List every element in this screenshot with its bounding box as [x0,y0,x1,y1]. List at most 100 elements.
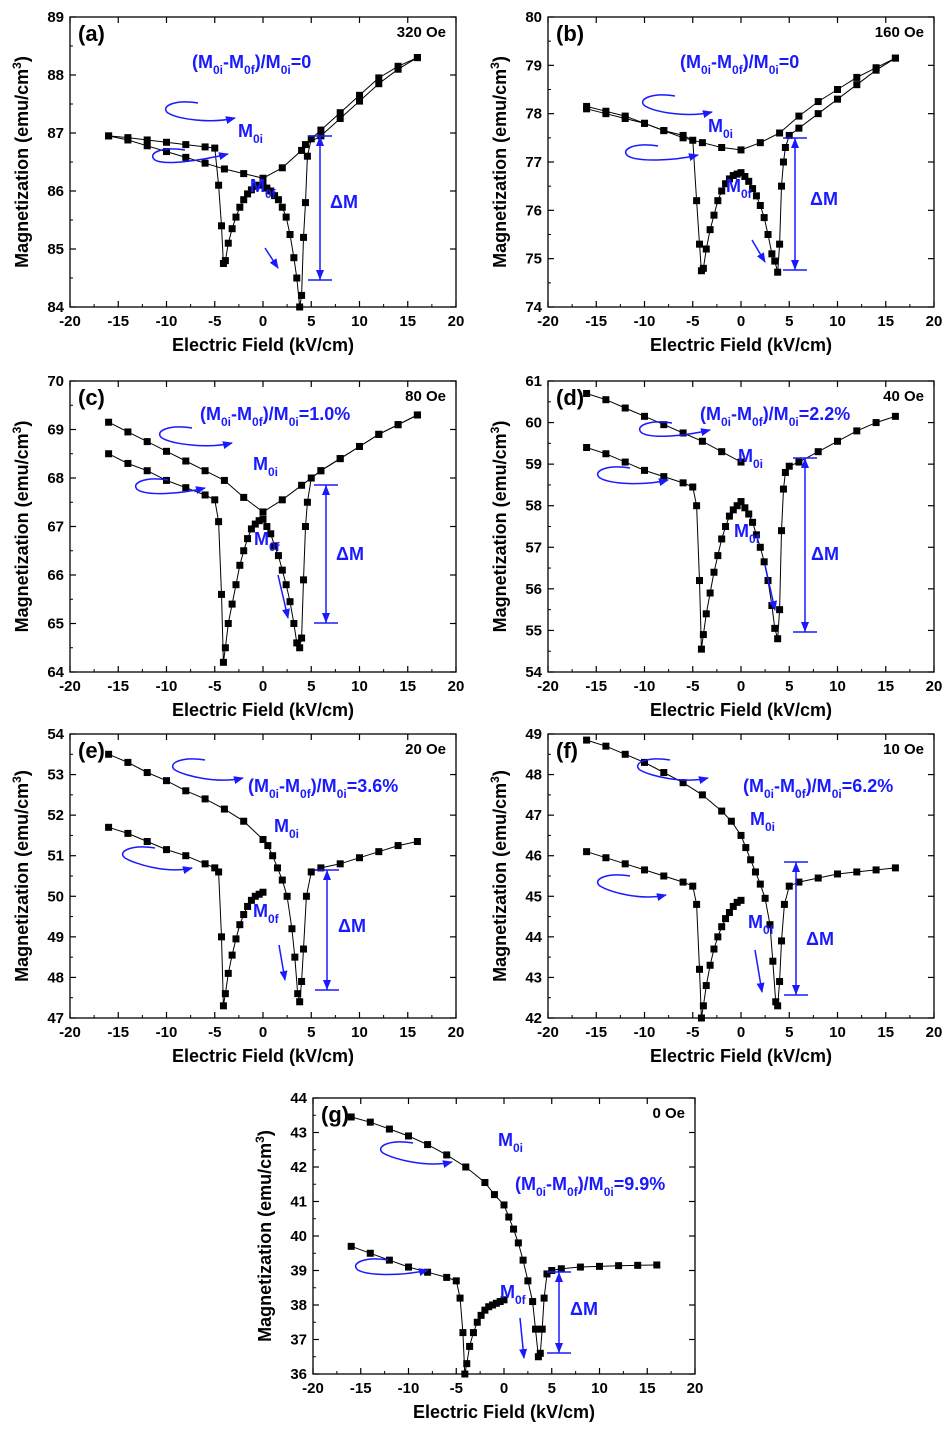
y-tick-label: 48 [525,767,542,784]
data-point [500,1201,508,1209]
data-point [264,842,272,850]
data-point [543,1270,551,1278]
data-point [288,925,296,933]
data-point [282,581,290,589]
m0f-label: M0f [726,176,753,201]
data-point [696,965,704,973]
data-point [776,606,784,614]
data-point [201,491,209,499]
data-point [300,233,308,241]
data-point [143,769,151,777]
data-point [615,1262,623,1270]
sweep-loop-arrow-icon [165,101,236,124]
data-point [706,226,714,234]
x-tick-label: -20 [537,313,559,330]
y-tick-label: 66 [47,567,64,584]
data-point [706,961,714,969]
y-tick-label: 88 [47,67,64,84]
data-point [298,291,306,299]
ratio-annotation: (M0i-M0f)/M0i=3.6% [248,776,398,801]
ratio-annotation: (M0i-M0f)/M0i=1.0% [200,404,350,429]
data-point [583,389,591,397]
data-point [143,438,151,446]
data-point [259,174,267,182]
data-point [271,192,279,200]
x-tick-label: -10 [156,678,178,695]
data-point [756,139,764,147]
y-tick-label: 77 [525,154,542,171]
x-tick-label: -10 [634,678,656,695]
data-point [317,864,325,872]
x-tick-label: -5 [450,1380,463,1397]
data-point [105,418,113,426]
y-tick-label: 49 [525,726,542,743]
data-point [660,127,668,135]
data-point [706,589,714,597]
x-tick-label: -5 [208,1024,221,1041]
data-point [660,769,668,777]
data-point [641,758,648,766]
data-point [274,196,282,204]
x-tick-label: 0 [259,1024,267,1041]
data-point [776,977,784,985]
data-point [722,180,730,188]
data-point [224,239,232,247]
y-tick-label: 60 [525,415,542,432]
y-tick-label: 41 [290,1194,307,1211]
field-label: 10 Oe [883,741,924,758]
x-axis-label: Electric Field (kV/cm) [650,335,832,355]
data-point [771,257,779,265]
data-point [710,945,718,953]
y-tick-label: 39 [290,1263,307,1280]
data-point [201,795,209,803]
y-tick-label: 48 [47,969,64,986]
data-point [269,852,277,860]
data-point [774,1002,782,1010]
data-point [752,531,760,539]
data-point [293,639,301,647]
chart-panel: -20 -15 -10 -5 0 5 10 15 20 42 43 44 45 46 47 48 49 Elect… [488,726,942,1066]
data-point [737,146,745,154]
data-point [641,466,648,474]
data-point [278,496,286,504]
delta-m-label: ΔM [806,929,834,949]
data-point [741,173,749,180]
data-point [263,523,271,530]
data-point [795,458,803,466]
sweep-down-arrow-icon [264,247,279,269]
arrow-down-icon [323,980,331,990]
data-point [394,421,402,429]
m0i-label: M0i [708,116,733,141]
data-point [725,175,733,183]
x-tick-label: 0 [737,678,745,695]
data-point [679,429,687,437]
data-point [224,620,232,627]
data-point [576,1263,584,1271]
data-point [785,462,793,470]
data-point [236,203,244,211]
arrow-up-icon [323,870,331,880]
sweep-down-arrow-icon [754,949,765,993]
data-point [259,888,267,896]
y-tick-label: 85 [47,241,64,258]
y-tick-label: 79 [525,57,542,74]
m0i-label: M0i [274,816,299,841]
x-tick-label: -10 [398,1380,420,1397]
sweep-down-arrow-icon [277,574,290,619]
data-point [298,634,306,642]
data-point [702,610,710,618]
data-point [853,427,861,435]
y-tick-label: 44 [525,929,542,946]
arrow-up-icon [801,458,809,468]
data-point [221,644,229,652]
data-point [714,933,722,941]
y-tick-label: 61 [525,373,542,390]
sweep-loop-arrow-icon [172,758,244,784]
data-point [538,1325,546,1333]
data-point [747,856,755,864]
x-axis-label: Electric Field (kV/cm) [650,1046,832,1066]
x-axis-label: Electric Field (kV/cm) [172,335,354,355]
data-point [785,131,793,139]
series-line [108,753,418,1002]
data-point [514,1239,522,1247]
